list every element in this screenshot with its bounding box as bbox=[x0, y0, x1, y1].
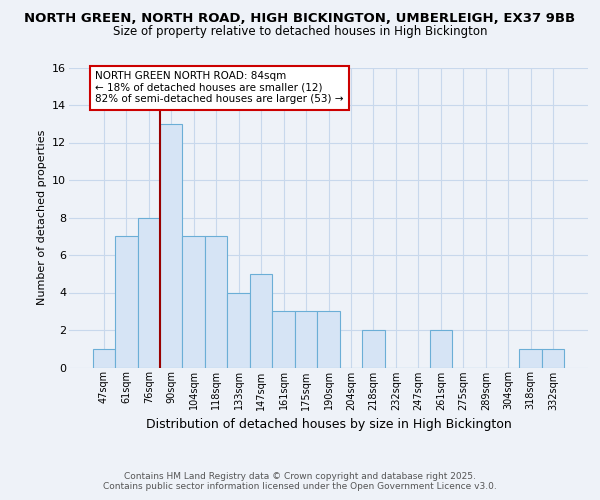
Bar bbox=[92, 349, 115, 368]
Bar bbox=[295, 311, 317, 368]
Bar bbox=[430, 330, 452, 368]
Bar bbox=[205, 236, 227, 368]
Bar bbox=[160, 124, 182, 368]
Bar bbox=[227, 292, 250, 368]
Text: Size of property relative to detached houses in High Bickington: Size of property relative to detached ho… bbox=[113, 25, 487, 38]
Bar bbox=[362, 330, 385, 368]
Bar bbox=[250, 274, 272, 368]
Bar bbox=[317, 311, 340, 368]
X-axis label: Distribution of detached houses by size in High Bickington: Distribution of detached houses by size … bbox=[146, 418, 511, 431]
Text: Contains HM Land Registry data © Crown copyright and database right 2025.
Contai: Contains HM Land Registry data © Crown c… bbox=[103, 472, 497, 491]
Bar bbox=[520, 349, 542, 368]
Y-axis label: Number of detached properties: Number of detached properties bbox=[37, 130, 47, 305]
Text: NORTH GREEN NORTH ROAD: 84sqm
← 18% of detached houses are smaller (12)
82% of s: NORTH GREEN NORTH ROAD: 84sqm ← 18% of d… bbox=[95, 71, 343, 104]
Bar bbox=[182, 236, 205, 368]
Bar bbox=[115, 236, 137, 368]
Bar bbox=[542, 349, 565, 368]
Bar bbox=[272, 311, 295, 368]
Bar bbox=[137, 218, 160, 368]
Text: NORTH GREEN, NORTH ROAD, HIGH BICKINGTON, UMBERLEIGH, EX37 9BB: NORTH GREEN, NORTH ROAD, HIGH BICKINGTON… bbox=[25, 12, 575, 26]
